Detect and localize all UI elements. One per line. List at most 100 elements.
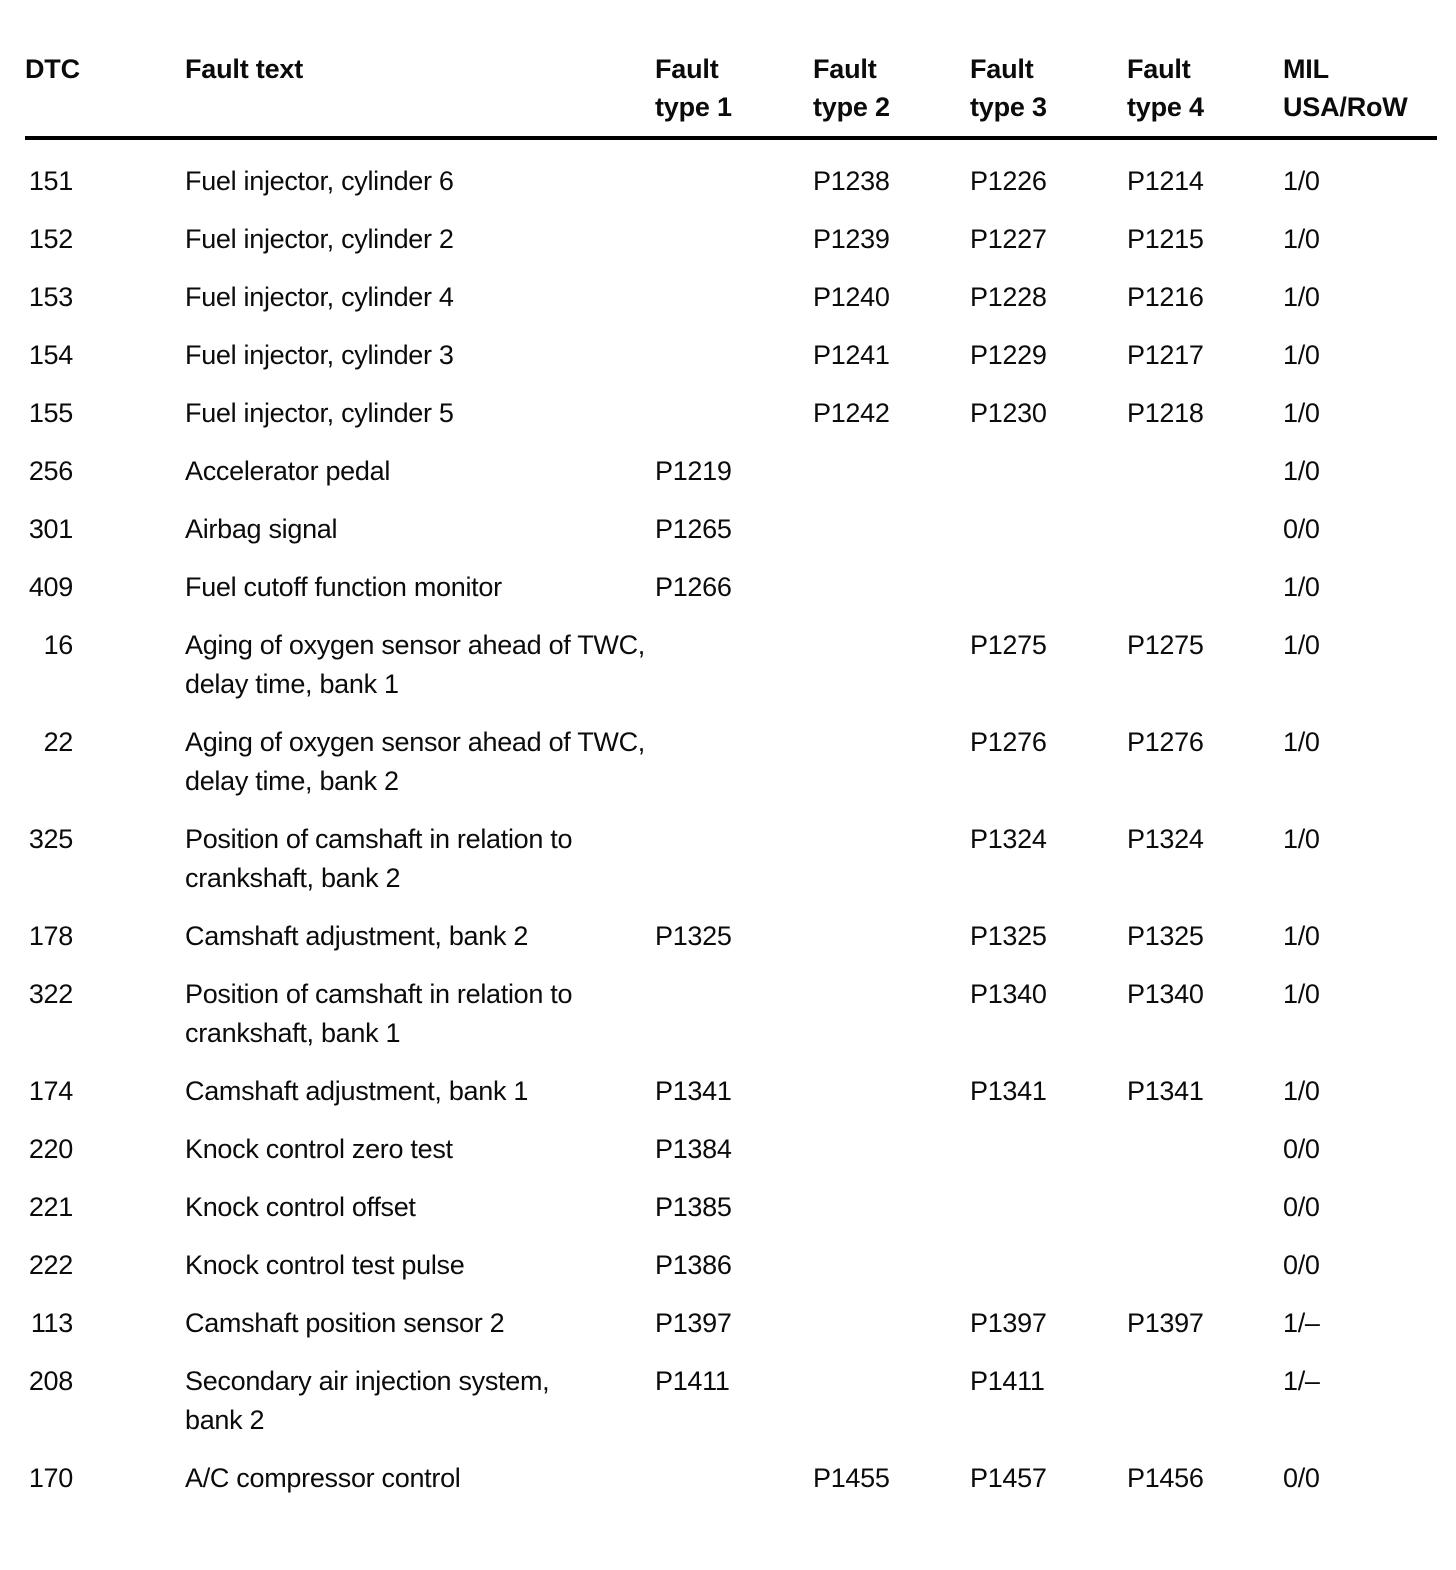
- dtc-cell: 16: [43, 630, 74, 660]
- table-row: 152 Fuel injector, cylinder 2 P1239 P122…: [25, 220, 1437, 259]
- header-fault-type-4-line2: type 4: [1127, 92, 1204, 122]
- fault-text-cell: Camshaft adjustment, bank 2: [185, 921, 529, 951]
- table-row: 222 Knock control test pulse P1386 0/0: [25, 1246, 1437, 1285]
- dtc-cell: 301: [28, 514, 73, 544]
- fault-type-2-cell: P1455: [813, 1463, 890, 1493]
- fault-type-4-cell: P1216: [1127, 282, 1204, 312]
- table-row: 151 Fuel injector, cylinder 6 P1238 P122…: [25, 162, 1437, 201]
- fault-type-3-cell: P1457: [970, 1463, 1047, 1493]
- dtc-cell: 22: [43, 727, 74, 757]
- dtc-cell: 409: [28, 572, 73, 602]
- table-row: 409 Fuel cutoff function monitor P1266 1…: [25, 568, 1437, 607]
- mil-cell: 1/0: [1283, 824, 1320, 854]
- header-fault-type-1: Fault: [655, 54, 719, 84]
- fault-type-4-cell: P1218: [1127, 398, 1204, 428]
- fault-text-cell: Camshaft position sensor 2: [185, 1308, 505, 1338]
- table-row: 170 A/C compressor control P1455 P1457 P…: [25, 1459, 1437, 1498]
- fault-text-cell: Airbag signal: [185, 514, 338, 544]
- fault-text-cell: Camshaft adjustment, bank 1: [185, 1076, 529, 1106]
- fault-type-4-cell: P1340: [1127, 979, 1204, 1009]
- fault-type-1-cell: P1386: [655, 1250, 732, 1280]
- header-fault-type-3-line2: type 3: [970, 92, 1047, 122]
- fault-text-cell: Position of camshaft in relation to cran…: [185, 824, 573, 893]
- table-row: 153 Fuel injector, cylinder 4 P1240 P122…: [25, 278, 1437, 317]
- fault-type-3-cell: P1340: [970, 979, 1047, 1009]
- mil-cell: 1/0: [1283, 630, 1320, 660]
- header-dtc: DTC: [25, 54, 80, 84]
- fault-type-4-cell: P1397: [1127, 1308, 1204, 1338]
- table-row: 113 Camshaft position sensor 2 P1397 P13…: [25, 1304, 1437, 1343]
- fault-text-cell: Secondary air injection system, bank 2: [185, 1366, 550, 1435]
- fault-text-cell: Knock control test pulse: [185, 1250, 465, 1280]
- fault-type-1-cell: P1397: [655, 1308, 732, 1338]
- dtc-cell: 322: [28, 979, 73, 1009]
- fault-type-1-cell: P1325: [655, 921, 732, 951]
- mil-cell: 0/0: [1283, 1250, 1320, 1280]
- dtc-cell: 153: [28, 282, 73, 312]
- mil-cell: 0/0: [1283, 1134, 1320, 1164]
- fault-type-1-cell: P1411: [655, 1366, 730, 1396]
- header-mil: MIL: [1283, 54, 1329, 84]
- header-fault-text: Fault text: [185, 54, 304, 84]
- fault-type-3-cell: P1325: [970, 921, 1047, 951]
- fault-text-cell: Position of camshaft in relation to cran…: [185, 979, 573, 1048]
- header-line-2: type 1 type 2 type 3 type 4 USA/RoW: [25, 88, 1437, 126]
- fault-type-2-cell: P1238: [813, 166, 890, 196]
- header-fault-type-1-line2: type 1: [655, 92, 732, 122]
- header-fault-type-2-line2: type 2: [813, 92, 890, 122]
- table-body: 151 Fuel injector, cylinder 6 P1238 P122…: [25, 162, 1437, 1498]
- fault-type-4-cell: P1324: [1127, 824, 1204, 854]
- mil-cell: 1/0: [1283, 340, 1320, 370]
- table-row: 22 Aging of oxygen sensor ahead of TWC, …: [25, 723, 1437, 801]
- fault-type-2-cell: P1240: [813, 282, 890, 312]
- dtc-cell: 208: [28, 1366, 73, 1396]
- table-row: 301 Airbag signal P1265 0/0: [25, 510, 1437, 549]
- dtc-cell: 256: [28, 456, 73, 486]
- table-row: 325 Position of camshaft in relation to …: [25, 820, 1437, 898]
- dtc-cell: 325: [28, 824, 73, 854]
- dtc-cell: 178: [28, 921, 73, 951]
- dtc-cell: 220: [28, 1134, 73, 1164]
- fault-type-3-cell: P1228: [970, 282, 1047, 312]
- table-row: 208 Secondary air injection system, bank…: [25, 1362, 1437, 1440]
- fault-type-2-cell: P1241: [813, 340, 890, 370]
- fault-text-cell: Accelerator pedal: [185, 456, 391, 486]
- table-header: DTC Fault text Fault Fault Fault Fault M…: [25, 50, 1437, 126]
- fault-type-3-cell: P1276: [970, 727, 1047, 757]
- fault-type-3-cell: P1275: [970, 630, 1047, 660]
- mil-cell: 1/0: [1283, 921, 1320, 951]
- fault-type-1-cell: P1341: [655, 1076, 732, 1106]
- fault-type-3-cell: P1226: [970, 166, 1047, 196]
- table-row: 16 Aging of oxygen sensor ahead of TWC, …: [25, 626, 1437, 704]
- fault-text-cell: Knock control offset: [185, 1192, 416, 1222]
- header-rule: [25, 136, 1437, 140]
- fault-text-cell: Fuel injector, cylinder 3: [185, 340, 454, 370]
- dtc-cell: 151: [28, 166, 73, 196]
- dtc-cell: 221: [28, 1192, 73, 1222]
- dtc-cell: 222: [28, 1250, 73, 1280]
- mil-cell: 1/0: [1283, 979, 1320, 1009]
- fault-type-2-cell: P1242: [813, 398, 890, 428]
- mil-cell: 0/0: [1283, 1463, 1320, 1493]
- dtc-cell: 154: [28, 340, 73, 370]
- fault-text-cell: Aging of oxygen sensor ahead of TWC, del…: [185, 727, 645, 796]
- fault-type-3-cell: P1230: [970, 398, 1047, 428]
- fault-type-4-cell: P1215: [1127, 224, 1204, 254]
- fault-type-4-cell: P1325: [1127, 921, 1204, 951]
- fault-type-1-cell: P1265: [655, 514, 732, 544]
- mil-cell: 1/0: [1283, 727, 1320, 757]
- fault-text-cell: A/C compressor control: [185, 1463, 461, 1493]
- table-row: 322 Position of camshaft in relation to …: [25, 975, 1437, 1053]
- dtc-cell: 155: [28, 398, 73, 428]
- mil-cell: 0/0: [1283, 1192, 1320, 1222]
- mil-cell: 1/0: [1283, 1076, 1320, 1106]
- mil-cell: 1/0: [1283, 456, 1320, 486]
- fault-type-4-cell: P1275: [1127, 630, 1204, 660]
- fault-type-4-cell: P1276: [1127, 727, 1204, 757]
- mil-cell: 1/0: [1283, 282, 1320, 312]
- header-fault-type-4: Fault: [1127, 54, 1191, 84]
- fault-type-3-cell: P1397: [970, 1308, 1047, 1338]
- fault-text-cell: Fuel cutoff function monitor: [185, 572, 502, 602]
- table-row: 256 Accelerator pedal P1219 1/0: [25, 452, 1437, 491]
